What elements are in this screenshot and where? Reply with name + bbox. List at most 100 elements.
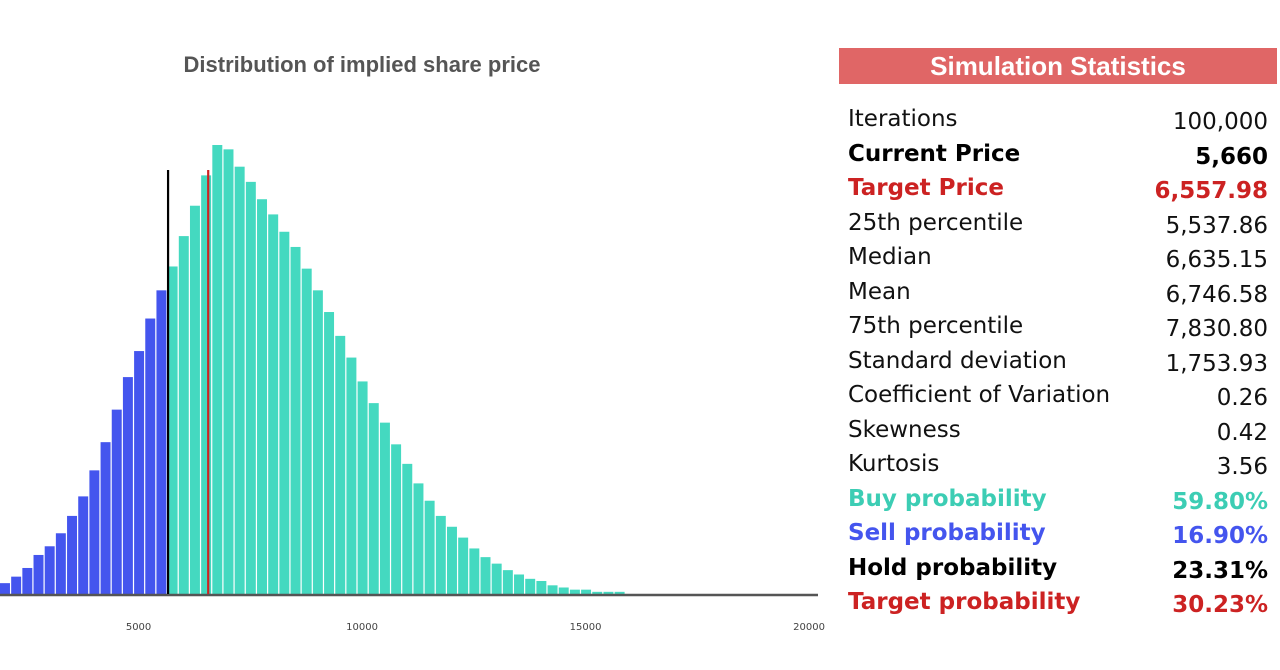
histogram-bar (603, 591, 614, 594)
histogram-bar (312, 290, 323, 594)
stats-header: Simulation Statistics (839, 48, 1277, 84)
histogram-bar (335, 335, 346, 594)
stat-label: Mean (848, 278, 911, 305)
histogram-bar (357, 381, 368, 594)
x-tick-label: 20000 (793, 622, 825, 633)
stat-value: 1,753.93 (1165, 350, 1268, 377)
histogram-bar (178, 236, 189, 594)
stat-label: Kurtosis (848, 451, 940, 477)
histogram-bar (514, 574, 525, 594)
histogram-bar (78, 496, 89, 594)
histogram-bar (581, 589, 592, 594)
histogram-bar (0, 583, 10, 594)
stat-row: Coefficient of Variation 0.26 (848, 380, 1268, 415)
stat-value: 6,557.98 (1154, 178, 1269, 204)
histogram-bar (122, 377, 133, 594)
stat-label: Skewness (848, 416, 961, 443)
histogram-bar (212, 145, 223, 594)
stats-table: Iterations 100,000 Current Price 5,660 Targe… (848, 104, 1268, 622)
histogram-bar (111, 409, 122, 594)
histogram-bar (592, 591, 603, 594)
stat-row: Hold probability 23.31% (848, 553, 1268, 588)
chart-title: Distribution of implied share price (183, 52, 541, 77)
stat-value: 30.23% (1172, 592, 1268, 618)
stat-value: 5,660 (1195, 143, 1268, 170)
histogram-bar (89, 470, 100, 594)
histogram-bar (33, 554, 44, 594)
histogram-bar (11, 576, 22, 594)
histogram-bar (379, 422, 390, 594)
stat-value: 0.42 (1216, 419, 1268, 446)
histogram-bar (424, 500, 435, 594)
stat-label: 25th percentile (848, 209, 1024, 236)
histogram-bar (55, 533, 66, 594)
histogram-bar (257, 199, 267, 595)
histogram-bar (480, 557, 491, 594)
histogram-bar (290, 246, 301, 594)
stat-label: Current Price (848, 140, 1021, 167)
stat-row: Kurtosis 3.56 (848, 449, 1268, 484)
stat-value: 59.80% (1172, 488, 1268, 515)
histogram-bar (44, 546, 55, 594)
x-tick-label: 5000 (126, 622, 151, 633)
histogram-bar (301, 268, 312, 594)
histogram-bar (435, 515, 446, 594)
histogram-bar (491, 563, 502, 594)
stat-label: Iterations (848, 106, 958, 132)
histogram-chart: 5000 10000 15000 20000 (0, 145, 825, 633)
histogram-bar (156, 290, 167, 594)
histogram-bar (22, 567, 33, 594)
x-axis-ticks: 5000 10000 15000 20000 (126, 622, 825, 633)
histogram-bar (223, 149, 234, 594)
histogram-bar (402, 463, 413, 594)
histogram-bar (502, 570, 513, 594)
stat-value: 0.26 (1216, 385, 1268, 411)
stat-row: Median 6,635.15 (848, 242, 1268, 277)
stat-row: Current Price 5,660 (848, 139, 1268, 174)
stat-label: Target probability (848, 589, 1081, 615)
x-tick-label: 15000 (570, 622, 602, 633)
reference-lines (166, 170, 210, 594)
histogram-bar (268, 214, 279, 594)
stat-value: 16.90% (1172, 523, 1268, 549)
histogram-bar (189, 205, 200, 595)
stat-row: Iterations 100,000 (848, 104, 1268, 139)
stat-label: Standard deviation (848, 347, 1067, 374)
histogram-bar (100, 442, 111, 594)
stat-value: 7,830.80 (1165, 316, 1268, 342)
histogram-bar (614, 591, 625, 594)
histogram-bar (413, 483, 424, 594)
stat-row: Buy probability 59.80% (848, 484, 1268, 519)
stat-value: 100,000 (1172, 109, 1268, 135)
histogram-bar (469, 548, 480, 594)
histogram-bar (547, 585, 558, 594)
histogram-bar (167, 266, 178, 594)
histogram-bar (201, 175, 212, 594)
stat-value: 6,746.58 (1165, 281, 1268, 308)
stat-row: Target probability 30.23% (848, 587, 1268, 622)
histogram-bar (458, 537, 469, 594)
histogram-bar (525, 578, 536, 594)
stat-row: Sell probability 16.90% (848, 518, 1268, 553)
histogram-bar (391, 444, 402, 594)
stat-label: Coefficient of Variation (848, 382, 1111, 408)
histogram-bar (134, 351, 145, 594)
histogram-bar (346, 357, 357, 594)
stat-value: 6,635.15 (1165, 247, 1268, 273)
stat-label: Median (848, 244, 932, 270)
stat-value: 5,537.86 (1165, 212, 1268, 239)
histogram-bar (67, 515, 78, 594)
histogram-bar (145, 318, 156, 594)
histogram-bar (368, 403, 379, 594)
stat-row: Mean 6,746.58 (848, 277, 1268, 312)
histogram-bars (0, 145, 625, 595)
stat-label: Sell probability (848, 520, 1046, 546)
stat-label: Target Price (848, 175, 1004, 201)
histogram-bar (279, 231, 290, 594)
stat-label: 75th percentile (848, 313, 1024, 339)
stat-row: Skewness 0.42 (848, 415, 1268, 450)
stat-label: Buy probability (848, 485, 1047, 512)
histogram-bar (536, 580, 547, 594)
histogram-bar (324, 312, 335, 594)
stat-label: Hold probability (848, 554, 1058, 581)
